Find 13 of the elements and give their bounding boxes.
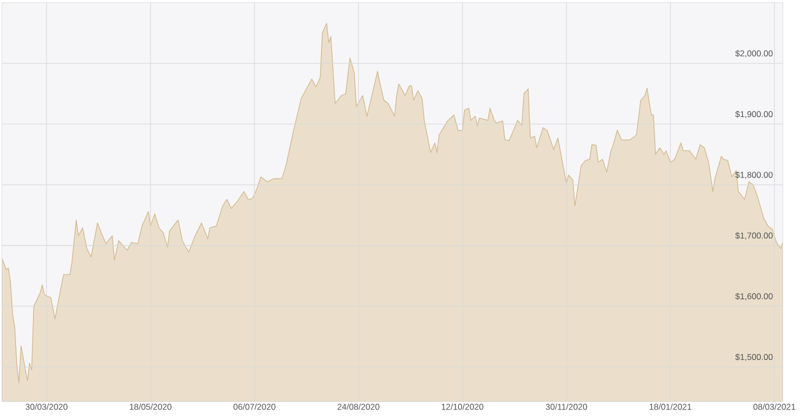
x-tick-label: 06/07/2020 xyxy=(234,404,276,410)
x-tick-label: 08/03/2021 xyxy=(753,404,796,410)
x-tick-label: 18/05/2020 xyxy=(130,404,172,410)
y-tick-label: $1,500.00 xyxy=(735,354,773,362)
x-tick-label: 24/08/2020 xyxy=(338,404,380,410)
y-tick-label: $2,000.00 xyxy=(735,50,773,58)
x-tick-label: 30/11/2020 xyxy=(546,404,588,410)
y-tick-label: $1,600.00 xyxy=(735,292,773,300)
y-tick-label: $1,900.00 xyxy=(735,110,773,118)
x-tick-label: 30/03/2020 xyxy=(26,404,68,410)
y-tick-label: $1,700.00 xyxy=(735,232,773,240)
x-tick-label: 12/10/2020 xyxy=(442,404,484,410)
x-tick-label: 18/01/2021 xyxy=(650,404,692,410)
